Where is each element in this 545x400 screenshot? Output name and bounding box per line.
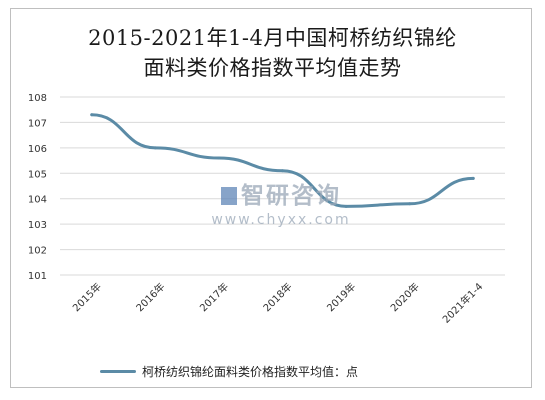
y-tick-label: 105 bbox=[28, 169, 47, 180]
data-point bbox=[281, 169, 284, 173]
x-tick-label: 2018年 bbox=[260, 280, 294, 314]
y-tick-label: 108 bbox=[28, 93, 47, 104]
x-tick-label: 2020年 bbox=[388, 280, 422, 314]
chart-frame bbox=[10, 8, 532, 388]
data-point bbox=[217, 156, 221, 160]
data-point bbox=[153, 146, 157, 150]
x-tick-label: 2019年 bbox=[324, 280, 358, 314]
data-point bbox=[90, 113, 94, 117]
data-point bbox=[408, 202, 412, 206]
chart-title-line-2: 面料类价格指数平均值走势 bbox=[143, 56, 402, 80]
y-tick-label: 107 bbox=[28, 118, 47, 129]
series-line bbox=[90, 113, 475, 208]
data-point bbox=[344, 204, 348, 208]
legend: 柯桥纺织锦纶面料类价格指数平均值：点 bbox=[100, 362, 358, 380]
y-tick-label: 101 bbox=[28, 271, 47, 282]
y-tick-label: 103 bbox=[28, 220, 47, 231]
x-tick-label: 2016年 bbox=[133, 280, 167, 314]
data-point bbox=[471, 176, 475, 180]
x-tick-label: 2017年 bbox=[197, 280, 231, 314]
y-tick-label: 106 bbox=[28, 144, 47, 155]
y-tick-label: 102 bbox=[28, 246, 47, 257]
legend-swatch bbox=[100, 369, 136, 373]
y-tick-label: 104 bbox=[28, 195, 47, 206]
x-tick-label: 2021年1-4 bbox=[440, 280, 486, 326]
legend-label: 柯桥纺织锦纶面料类价格指数平均值：点 bbox=[142, 364, 359, 379]
x-tick-label: 2015年 bbox=[70, 280, 104, 314]
chart-title-line-1: 2015-2021年1-4月中国柯桥纺织锦纶 bbox=[88, 26, 457, 50]
